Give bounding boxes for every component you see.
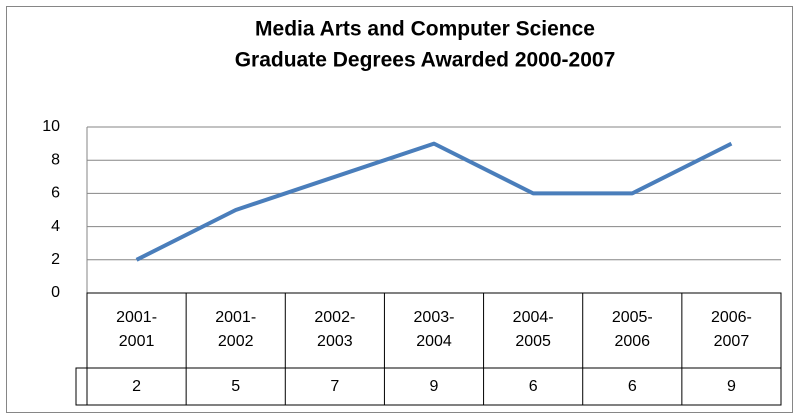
x-tick-label: 2003-2004 <box>413 309 455 350</box>
y-tick-label: 10 <box>42 118 60 135</box>
y-tick-label: 4 <box>51 218 60 235</box>
x-tick-label: 2001-2002 <box>215 309 257 350</box>
y-tick-label: 0 <box>51 284 60 301</box>
chart-title: Media Arts and Computer Science <box>255 18 595 41</box>
x-tick-label: 2002-2003 <box>314 309 356 350</box>
y-tick-label: 8 <box>51 151 60 168</box>
line <box>135 141 733 262</box>
data-table-value: 2 <box>132 378 141 395</box>
x-tick-label: 2006-2007 <box>710 309 752 350</box>
data-table-value: 9 <box>727 378 736 395</box>
x-tick-label: 2004-2005 <box>512 309 554 350</box>
data-table-value: 7 <box>330 378 339 395</box>
x-tick-label: 2001-2001 <box>116 309 158 350</box>
y-tick-label: 6 <box>51 185 60 202</box>
data-table-value: 6 <box>628 378 637 395</box>
data-table-border <box>75 367 782 406</box>
y-tick-label: 2 <box>51 251 60 268</box>
data-table-value: 6 <box>529 378 538 395</box>
data-table-value: 5 <box>231 378 240 395</box>
x-tick-label: 2005-2006 <box>611 309 653 350</box>
chart-border <box>6 6 793 413</box>
chart-title: Graduate Degrees Awarded 2000-2007 <box>235 49 616 72</box>
data-table-value: 9 <box>430 378 439 395</box>
